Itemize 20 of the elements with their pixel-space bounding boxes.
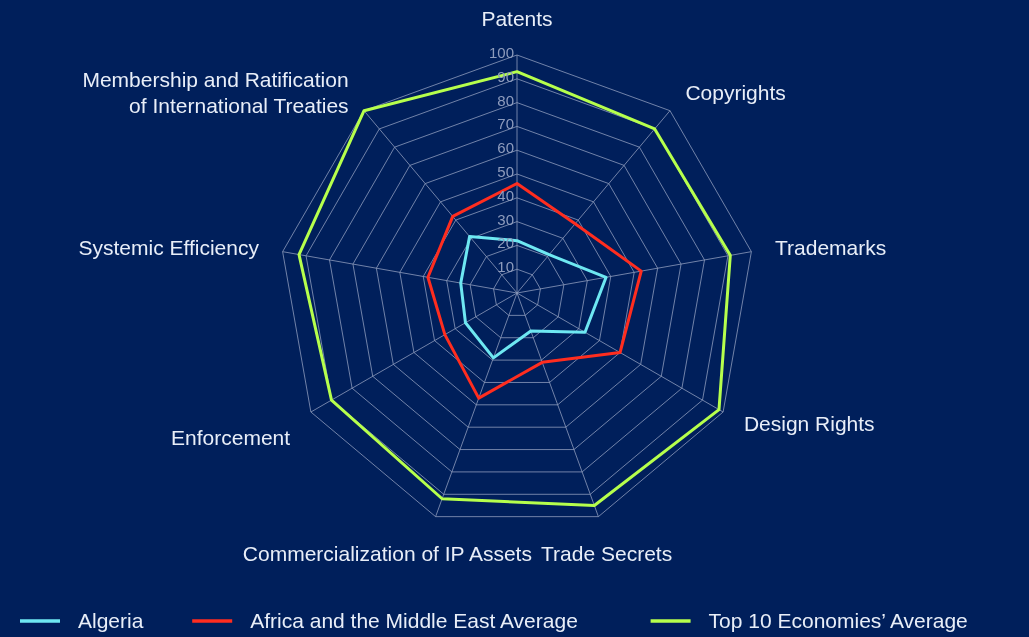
- spoke-label: Design Rights: [743, 412, 875, 436]
- y-tick-label: 100: [488, 44, 514, 61]
- y-tick-label: 60: [497, 139, 514, 157]
- y-tick-label: 70: [497, 115, 514, 133]
- spoke-label: Patents: [481, 7, 553, 31]
- y-tick-label: 80: [497, 91, 514, 109]
- spoke-label: Copyrights: [685, 80, 786, 104]
- spoke-label: Commercialization of IP Assets: [242, 541, 532, 565]
- y-tick-label: 10: [497, 258, 514, 276]
- y-tick-label: 50: [497, 163, 514, 180]
- legend-label: Africa and the Middle East Average: [250, 609, 578, 633]
- spoke-label: Systemic Efficiency: [78, 235, 260, 259]
- spoke-label: Trade Secrets: [541, 541, 673, 565]
- y-tick-label: 30: [497, 210, 514, 228]
- legend-label: Top 10 Economies’ Average: [708, 609, 968, 633]
- y-tick-label: 40: [497, 186, 514, 204]
- legend-label: Algeria: [78, 609, 144, 633]
- spoke-label: Membership and Ratification of International Treaties: [82, 67, 349, 117]
- spoke-label: Trademarks: [775, 235, 887, 259]
- spoke-label: Enforcement: [171, 426, 291, 450]
